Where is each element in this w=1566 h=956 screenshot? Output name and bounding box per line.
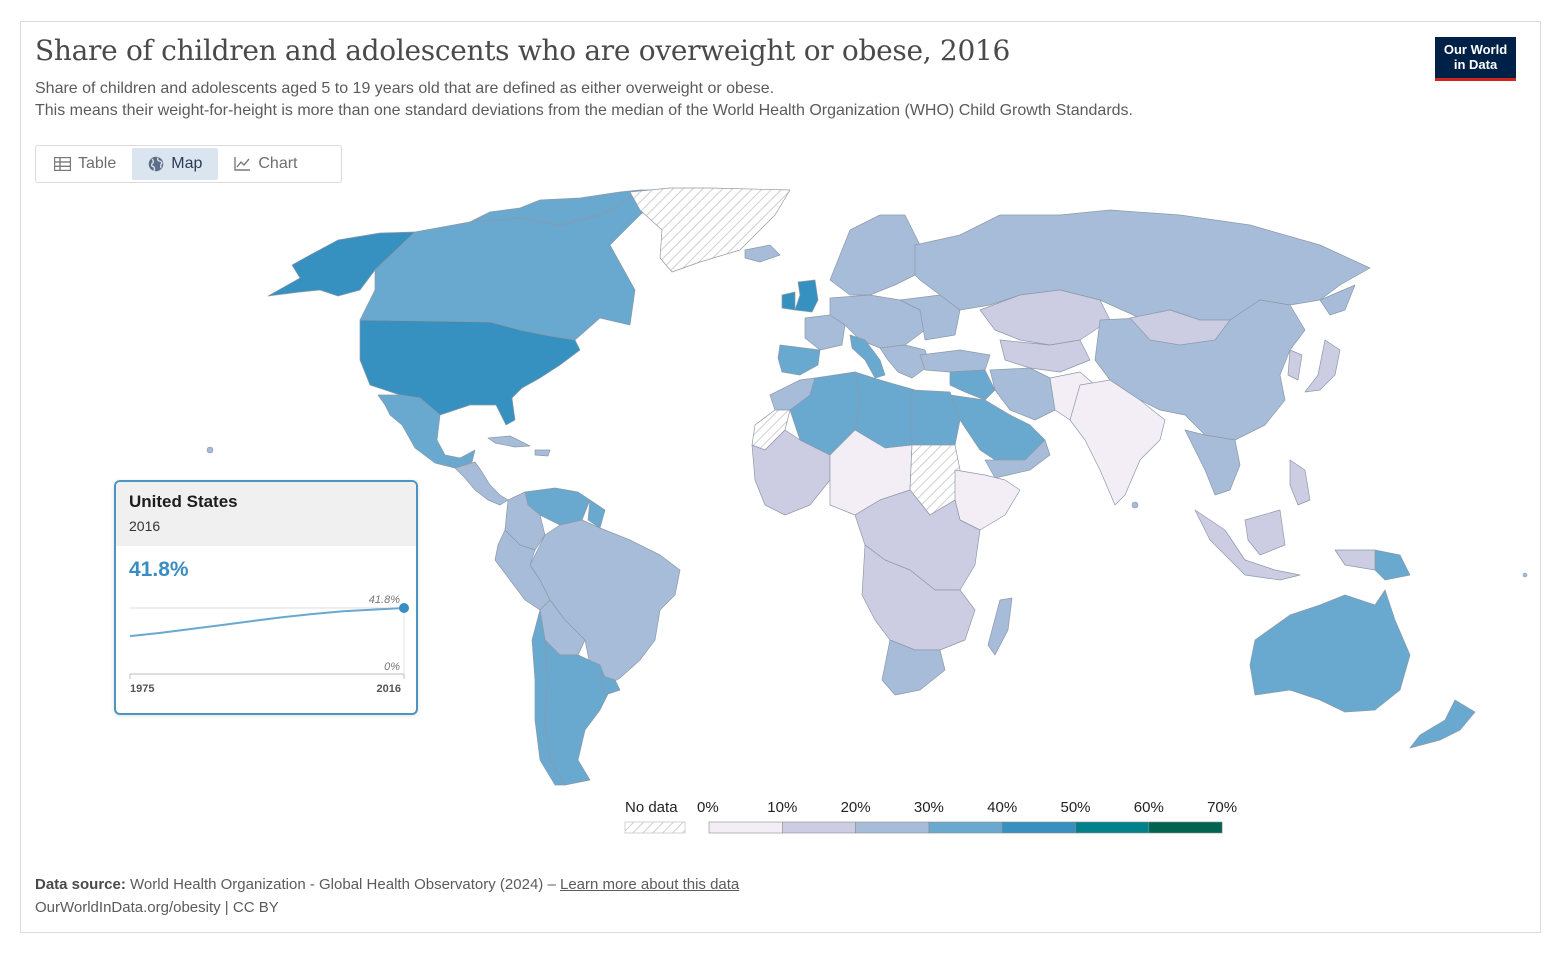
subtitle-line-2: This means their weight-for-height is mo… xyxy=(35,102,1133,119)
footer: Data source: World Health Organization -… xyxy=(35,873,739,919)
tooltip-year: 2016 xyxy=(129,518,161,534)
country-kamchatka[interactable] xyxy=(1319,284,1356,316)
country-kazakhstan[interactable] xyxy=(979,289,1111,346)
country-egypt[interactable] xyxy=(911,389,961,446)
tab-map[interactable]: Map xyxy=(132,148,219,180)
data-source: Data source: World Health Organization -… xyxy=(35,873,739,896)
table-icon xyxy=(54,157,71,171)
legend-bin-label: 40% xyxy=(987,799,1017,816)
subtitle-line-1: Share of children and adolescents aged 5… xyxy=(35,80,775,97)
legend-swatch[interactable] xyxy=(781,821,856,834)
island-fiji xyxy=(1522,572,1528,578)
source-text: World Health Organization - Global Healt… xyxy=(130,876,560,893)
country-japan[interactable] xyxy=(1304,339,1341,393)
legend-swatch[interactable] xyxy=(708,821,783,834)
country-italy[interactable] xyxy=(849,334,886,379)
country-iceland[interactable] xyxy=(744,244,781,263)
legend-bin-label: 20% xyxy=(841,799,871,816)
owid-logo[interactable]: Our World in Data xyxy=(1435,37,1516,81)
source-url: OurWorldInData.org/obesity | CC BY xyxy=(35,899,279,916)
legend-bin-label: 70% xyxy=(1207,799,1237,816)
country-mongolia[interactable] xyxy=(1129,309,1231,346)
country-borneo[interactable] xyxy=(1244,509,1286,556)
line-chart-icon xyxy=(234,157,251,171)
legend-swatch[interactable] xyxy=(855,821,930,834)
learn-more-link[interactable]: Learn more about this data xyxy=(559,876,740,893)
country-southeast-asia[interactable] xyxy=(1184,429,1241,496)
country-southern-africa[interactable] xyxy=(861,544,976,651)
country-caribbean[interactable] xyxy=(534,449,551,457)
page-title: Share of children and adolescents who ar… xyxy=(35,34,1010,67)
logo-line-1: Our World xyxy=(1443,42,1508,57)
subtitle: Share of children and adolescents aged 5… xyxy=(35,78,1133,122)
spark-x-start: 1975 xyxy=(130,683,154,695)
tab-chart-label: Chart xyxy=(258,155,298,172)
country-iran[interactable] xyxy=(989,367,1056,421)
view-tabs: Table Map Chart xyxy=(35,145,342,183)
tooltip-value: 41.8% xyxy=(129,558,189,581)
country-canada-islands[interactable] xyxy=(469,189,641,226)
country-korea[interactable] xyxy=(1287,349,1303,381)
globe-icon xyxy=(148,156,164,172)
tooltip-header: United States 2016 xyxy=(116,482,416,546)
legend-bin-label: 10% xyxy=(767,799,797,816)
country-philippines[interactable] xyxy=(1289,459,1311,506)
country-tooltip: United States 2016 41.8% 41.8% 0% 1975 2… xyxy=(114,480,418,715)
spark-x-end: 2016 xyxy=(377,683,401,695)
country-australia[interactable] xyxy=(1249,589,1411,713)
country-guyana[interactable] xyxy=(587,499,606,529)
logo-line-2: in Data xyxy=(1453,57,1498,72)
country-balkans[interactable] xyxy=(879,344,931,379)
country-uk[interactable] xyxy=(794,279,819,313)
spark-end-dot xyxy=(399,603,409,613)
tab-map-label: Map xyxy=(171,155,203,172)
legend-swatch[interactable] xyxy=(1148,821,1223,834)
world-map xyxy=(206,187,1528,786)
country-new-guinea-west[interactable] xyxy=(1334,549,1376,571)
legend-swatch[interactable] xyxy=(1075,821,1150,834)
country-greenland[interactable] xyxy=(629,187,791,273)
legend-no-data-label: No data xyxy=(625,799,678,816)
country-mexico[interactable] xyxy=(377,394,476,469)
country-cuba[interactable] xyxy=(487,435,531,448)
legend-bin-label: 0% xyxy=(697,799,719,816)
country-south-africa[interactable] xyxy=(881,639,946,696)
legend-bin-label: 30% xyxy=(914,799,944,816)
tooltip-country: United States xyxy=(129,492,238,511)
country-spain-portugal[interactable] xyxy=(777,344,821,376)
map-legend: No data 0% 10% 20% 30% 40% 50% 60% 70% xyxy=(624,799,1237,834)
country-uruguay[interactable] xyxy=(599,674,621,696)
legend-swatch[interactable] xyxy=(1001,821,1076,834)
spark-zero-label: 0% xyxy=(384,661,400,673)
island-hawaii xyxy=(206,446,214,454)
tooltip-sparkline: 41.8% 0% 1975 2016 xyxy=(129,594,409,695)
country-central-asia[interactable] xyxy=(999,339,1091,373)
island-sri-lanka xyxy=(1131,501,1139,509)
country-ireland[interactable] xyxy=(781,291,796,311)
spark-end-label: 41.8% xyxy=(369,594,400,606)
legend-bin-label: 50% xyxy=(1060,799,1090,816)
tab-table[interactable]: Table xyxy=(38,148,132,180)
country-new-zealand[interactable] xyxy=(1409,699,1476,749)
country-argentina[interactable] xyxy=(544,639,611,786)
country-indonesia[interactable] xyxy=(1194,509,1301,581)
legend-bins: 0% 10% 20% 30% 40% 50% 60% 70% xyxy=(697,799,1237,834)
country-madagascar[interactable] xyxy=(987,597,1013,656)
legend-swatch[interactable] xyxy=(928,821,1003,834)
tab-chart[interactable]: Chart xyxy=(218,148,313,180)
legend-bin-label: 60% xyxy=(1134,799,1164,816)
spark-line xyxy=(129,607,405,638)
legend-no-data-swatch xyxy=(624,821,686,834)
source-label: Data source: xyxy=(35,876,126,893)
tab-table-label: Table xyxy=(78,155,117,172)
